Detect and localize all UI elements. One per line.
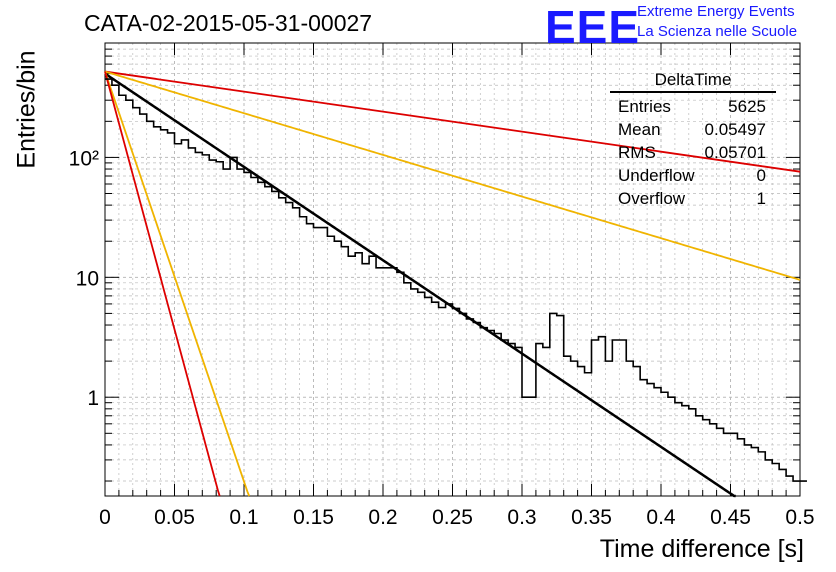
- y-tick-label: 10: [76, 267, 99, 290]
- y-axis-label: Entries/bin: [12, 50, 41, 169]
- x-tick-label: 0.1: [229, 506, 258, 529]
- eee-logo: EEE: [545, 1, 641, 53]
- stats-box: DeltaTime Entries 5625 Mean 0.05497 RMS 0.0…: [610, 70, 776, 210]
- stats-row-overflow: Overflow 1: [618, 189, 766, 208]
- histogram: [105, 78, 807, 482]
- fit-curve-0: [104, 72, 736, 498]
- page-title: CATA-02-2015-05-31-00027: [84, 10, 373, 36]
- stats-row-mean: Mean 0.05497: [618, 120, 766, 139]
- y-tick-label: 1: [87, 387, 99, 410]
- x-tick-label: 0.2: [368, 506, 397, 529]
- fit-curve-4: [104, 71, 221, 497]
- x-tick-label: 0.25: [432, 506, 473, 529]
- fit-curve-3: [104, 71, 251, 497]
- stats-row-entries: Entries 5625: [618, 97, 766, 116]
- logo-caption-line2: La Scienza nelle Scuole: [637, 23, 798, 40]
- y-tick-label: 10²: [69, 147, 99, 170]
- stats-row-underflow: Underflow 0: [618, 166, 766, 185]
- x-tick-label: 0: [99, 506, 111, 529]
- logo-caption-line1: Extreme Energy Events: [637, 3, 795, 20]
- x-tick-label: 0.3: [507, 506, 536, 529]
- x-tick-label: 0.4: [646, 506, 676, 529]
- fit-curve-1: [104, 70, 801, 173]
- x-tick-label: 0.5: [785, 506, 814, 529]
- x-tick-label: 0.35: [571, 506, 612, 529]
- fit-curve-2: [104, 70, 801, 281]
- stats-title: DeltaTime: [610, 70, 776, 93]
- stats-row-rms: RMS 0.05701: [618, 143, 766, 162]
- x-axis-label: Time difference [s]: [599, 535, 804, 563]
- x-tick-label: 0.15: [293, 506, 334, 529]
- x-tick-label: 0.05: [154, 506, 195, 529]
- x-tick-label: 0.45: [710, 506, 751, 529]
- logo-caption: Extreme Energy Events La Scienza nelle S…: [637, 2, 797, 42]
